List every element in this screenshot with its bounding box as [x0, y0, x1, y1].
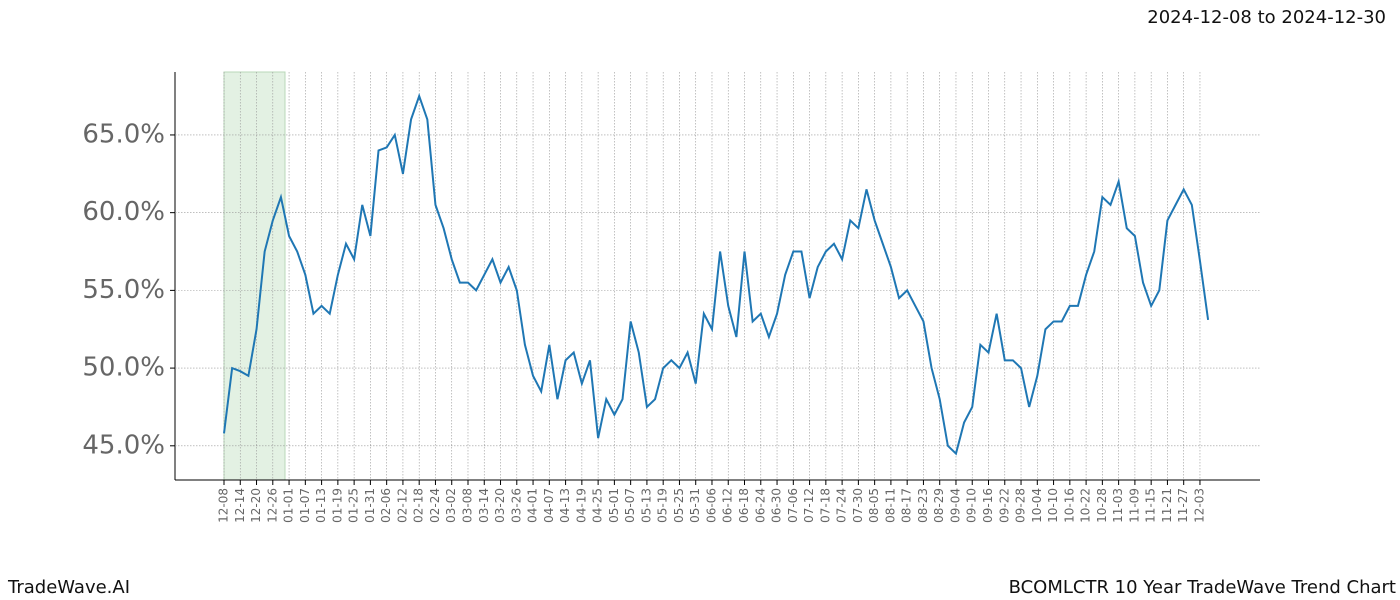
x-tick-label: 06-18 — [737, 488, 751, 523]
y-tick-label: 65.0% — [82, 119, 165, 149]
x-tick-label: 09-10 — [965, 488, 979, 523]
y-tick-label: 50.0% — [82, 353, 165, 383]
x-tick-label: 08-29 — [932, 488, 946, 523]
x-tick-label: 05-19 — [656, 488, 670, 523]
x-tick-label: 08-05 — [867, 488, 881, 523]
x-tick-label: 01-01 — [282, 488, 296, 523]
x-tick-label: 04-13 — [558, 488, 572, 523]
x-tick-label: 12-03 — [1192, 488, 1206, 523]
x-tick-label: 12-14 — [233, 488, 247, 523]
x-tick-label: 09-22 — [997, 488, 1011, 523]
x-tick-label: 01-19 — [330, 488, 344, 523]
x-tick-label: 02-12 — [395, 488, 409, 523]
x-tick-label: 04-07 — [542, 488, 556, 523]
x-tick-label: 01-07 — [298, 488, 312, 523]
x-tick-label: 10-04 — [1030, 488, 1044, 523]
x-tick-label: 09-04 — [948, 488, 962, 523]
x-tick-label: 07-06 — [786, 488, 800, 523]
x-tick-label: 10-22 — [1079, 488, 1093, 523]
x-tick-label: 02-18 — [412, 488, 426, 523]
x-tick-label: 04-25 — [591, 488, 605, 523]
x-tick-label: 06-12 — [721, 488, 735, 523]
chart-name: BCOMLCTR 10 Year TradeWave Trend Chart — [1009, 577, 1396, 598]
x-tick-label: 10-16 — [1062, 488, 1076, 523]
x-tick-label: 11-27 — [1176, 488, 1190, 523]
x-tick-label: 06-24 — [753, 488, 767, 523]
x-tick-label: 05-31 — [688, 488, 702, 523]
x-tick-label: 02-24 — [428, 488, 442, 523]
x-tick-label: 07-18 — [818, 488, 832, 523]
x-tick-label: 11-21 — [1160, 488, 1174, 523]
x-tick-label: 11-03 — [1111, 488, 1125, 523]
date-range: 2024-12-08 to 2024-12-30 — [1147, 7, 1386, 28]
x-tick-label: 03-08 — [460, 488, 474, 523]
x-tick-label: 03-26 — [509, 488, 523, 523]
x-tick-label: 05-01 — [607, 488, 621, 523]
x-tick-label: 03-20 — [493, 488, 507, 523]
brand: TradeWave.AI — [7, 577, 130, 598]
x-tick-label: 01-13 — [314, 488, 328, 523]
x-tick-label: 05-07 — [623, 488, 637, 523]
trend-line — [223, 93, 1210, 456]
x-tick-label: 11-09 — [1127, 488, 1141, 523]
x-tick-label: 02-06 — [379, 488, 393, 523]
x-tick-label: 01-25 — [347, 488, 361, 523]
y-tick-label: 45.0% — [82, 430, 165, 460]
x-tick-label: 09-28 — [1014, 488, 1028, 523]
x-tick-label: 09-16 — [981, 488, 995, 523]
x-tick-label: 12-08 — [217, 488, 231, 523]
x-tick-label: 03-14 — [477, 488, 491, 523]
x-tick-label: 08-11 — [883, 488, 897, 523]
y-tick-label: 55.0% — [82, 275, 165, 305]
x-tick-label: 05-13 — [639, 488, 653, 523]
x-tick-label: 05-25 — [672, 488, 686, 523]
x-tick-label: 06-06 — [704, 488, 718, 523]
x-tick-label: 12-20 — [249, 488, 263, 523]
highlight-span — [223, 71, 286, 481]
x-tick-label: 08-23 — [916, 488, 930, 523]
x-tick-label: 03-02 — [444, 488, 458, 523]
x-tick-label: 07-12 — [802, 488, 816, 523]
x-tick-label: 12-26 — [265, 488, 279, 523]
x-tick-label: 01-31 — [363, 488, 377, 523]
x-tick-label: 04-01 — [526, 488, 540, 523]
x-tick-label: 06-30 — [770, 488, 784, 523]
x-tick-label: 10-10 — [1046, 488, 1060, 523]
x-tick-label: 07-24 — [835, 488, 849, 523]
x-tick-label: 10-28 — [1095, 488, 1109, 523]
y-tick-label: 60.0% — [82, 197, 165, 227]
x-tick-label: 07-30 — [851, 488, 865, 523]
x-tick-label: 11-15 — [1144, 488, 1158, 523]
x-tick-label: 08-17 — [900, 488, 914, 523]
x-tick-label: 04-19 — [574, 488, 588, 523]
